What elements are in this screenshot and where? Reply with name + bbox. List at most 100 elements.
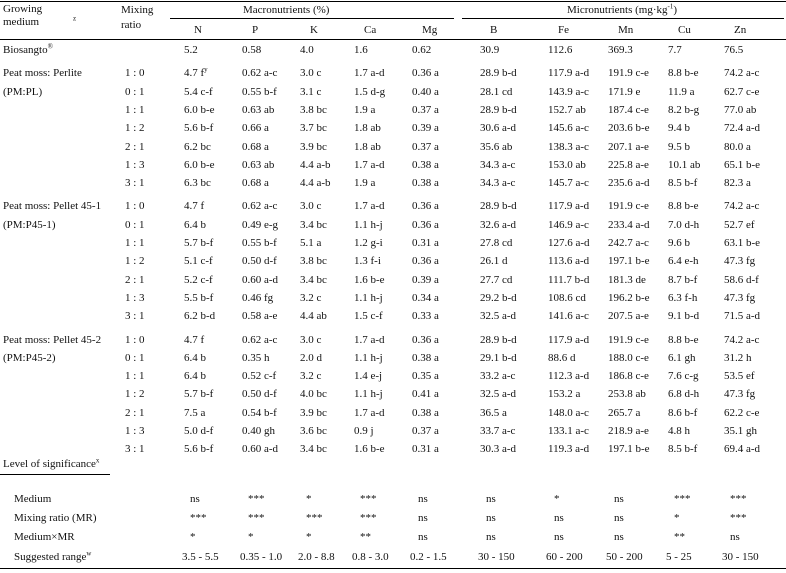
- value-cu: 6.4 e-h: [668, 255, 699, 268]
- significance-row-label: Mixing ratio (MR): [14, 512, 97, 524]
- value-zn: 76.5: [724, 44, 744, 56]
- value-n: 6.3 bc: [184, 177, 211, 190]
- value-b: 34.3 a-c: [480, 177, 516, 190]
- suggested-k: 2.0 - 8.8: [298, 551, 335, 563]
- value-mg: 0.41 a: [412, 388, 439, 401]
- value-ca: 1.6 b-e: [354, 443, 385, 456]
- value-n: 5.6 b-f: [184, 443, 214, 456]
- value-ca: 0.9 j: [354, 425, 374, 437]
- value-mg: 0.38 a: [412, 158, 439, 171]
- mixing-ratio-cell: 3 : 1: [125, 177, 145, 190]
- header-growing-medium-text: Growing medium: [3, 3, 43, 28]
- value-fe: 117.9 a-d: [548, 333, 590, 346]
- value-mn: 188.0 c-e: [608, 351, 649, 364]
- value-ca: 1.1 h-j: [354, 218, 383, 231]
- mixing-ratio-cell: 0 : 1: [125, 85, 145, 98]
- value-b: 32.6 a-d: [480, 218, 517, 231]
- value-ca: 1.1 h-j: [354, 351, 383, 364]
- value-b: 26.1 d: [480, 255, 508, 268]
- significance-fe: *: [554, 493, 560, 505]
- value-ca: 1.3 f-i: [354, 255, 381, 268]
- value-n: 4.7 fy: [184, 65, 208, 80]
- value-n: 5.5 b-f: [184, 291, 214, 304]
- value-b: 27.8 cd: [480, 237, 513, 249]
- value-b: 32.5 a-d: [480, 310, 517, 323]
- mixing-ratio-cell: 0 : 1: [125, 218, 145, 231]
- value-fe: 145.7 a-c: [548, 177, 589, 190]
- significance-mg: ns: [418, 512, 428, 524]
- value-k: 4.4 a-b: [300, 177, 331, 190]
- suggested-zn: 30 - 150: [722, 551, 759, 563]
- value-mn: 191.9 c-e: [608, 200, 649, 213]
- value-zn: 35.1 gh: [724, 425, 757, 437]
- column-header-zn: Zn: [734, 24, 747, 36]
- group-sublabel: (PM:P45-1): [3, 218, 56, 231]
- value-mg: 0.38 a: [412, 177, 439, 190]
- mixing-ratio-cell: 3 : 1: [125, 443, 145, 456]
- significance-cu: **: [674, 531, 685, 543]
- value-zn: 47.3 fg: [724, 388, 756, 401]
- value-n: 6.4 b: [184, 218, 206, 231]
- value-p: 0.54 b-f: [242, 406, 277, 419]
- value-mg: 0.36 a: [412, 200, 439, 213]
- significance-cu: *: [674, 512, 680, 524]
- value-mg: 0.36 a: [412, 67, 439, 80]
- value-zn: 80.0 a: [724, 140, 751, 153]
- value-mn: 191.9 c-e: [608, 333, 649, 346]
- value-mn: 191.9 c-e: [608, 67, 649, 80]
- suggested-ca: 0.8 - 3.0: [352, 551, 389, 563]
- value-b: 29.2 b-d: [480, 291, 517, 304]
- mixing-ratio-cell: 1 : 1: [125, 103, 145, 116]
- value-k: 3.8 bc: [300, 103, 327, 116]
- suggested-p: 0.35 - 1.0: [240, 551, 283, 563]
- value-fe: 152.7 ab: [548, 103, 586, 116]
- value-p: 0.60 a-d: [242, 443, 279, 456]
- suggested-range-sup: w: [86, 549, 92, 558]
- value-b: 32.5 a-d: [480, 388, 517, 401]
- significance-fe: ns: [554, 512, 564, 524]
- value-b: 28.9 b-d: [480, 333, 517, 346]
- value-b: 33.2 a-c: [480, 370, 516, 383]
- significance-ca: ***: [360, 493, 377, 505]
- value-n: 4.7 f: [184, 333, 205, 346]
- value-n: 5.4 c-f: [184, 85, 213, 98]
- value-p: 0.58 a-e: [242, 310, 278, 323]
- significance-row-label: Medium×MR: [14, 531, 75, 543]
- value-p: 0.62 a-c: [242, 67, 278, 80]
- value-n: 5.2: [184, 44, 198, 56]
- value-p: 0.62 a-c: [242, 333, 278, 346]
- value-mn: 187.4 c-e: [608, 103, 649, 116]
- value-cu: 4.8 h: [668, 425, 690, 437]
- value-b: 35.6 ab: [480, 140, 513, 153]
- micronutrients-rule: [462, 18, 784, 19]
- value-cu: 8.6 b-f: [668, 406, 698, 419]
- value-zn: 82.3 a: [724, 177, 751, 190]
- value-k: 3.2 c: [300, 370, 322, 383]
- value-b: 30.9: [480, 44, 500, 56]
- suggested-n: 3.5 - 5.5: [182, 551, 219, 563]
- significance-title: Level of significancex: [3, 456, 100, 470]
- value-mg: 0.62: [412, 44, 432, 56]
- value-ca: 1.7 a-d: [354, 67, 385, 80]
- significance-ca: **: [360, 531, 371, 543]
- value-p: 0.52 c-f: [242, 370, 277, 383]
- significance-mg: ns: [418, 531, 428, 543]
- value-b: 34.3 a-c: [480, 158, 516, 171]
- header-micronutrients-text: Micronutrients (mg·kg: [567, 4, 668, 16]
- mixing-ratio-cell: 1 : 2: [125, 122, 145, 135]
- value-mg: 0.40 a: [412, 85, 439, 98]
- value-mn: 181.3 de: [608, 273, 646, 286]
- significance-k: ***: [306, 512, 323, 524]
- value-fe: 111.7 b-d: [548, 273, 590, 286]
- value-mn: 235.6 a-d: [608, 177, 650, 190]
- value-mg: 0.36 a: [412, 218, 439, 231]
- value-n: 7.5 a: [184, 406, 206, 419]
- value-fe: 108.6 cd: [548, 291, 586, 304]
- mixing-ratio-cell: 1 : 1: [125, 237, 145, 249]
- value-p: 0.55 b-f: [242, 85, 277, 98]
- bottom-rule: [0, 568, 786, 569]
- value-k: 3.0 c: [300, 333, 322, 346]
- mixing-ratio-cell: 1 : 0: [125, 333, 145, 346]
- value-fe: 153.2 a: [548, 388, 581, 401]
